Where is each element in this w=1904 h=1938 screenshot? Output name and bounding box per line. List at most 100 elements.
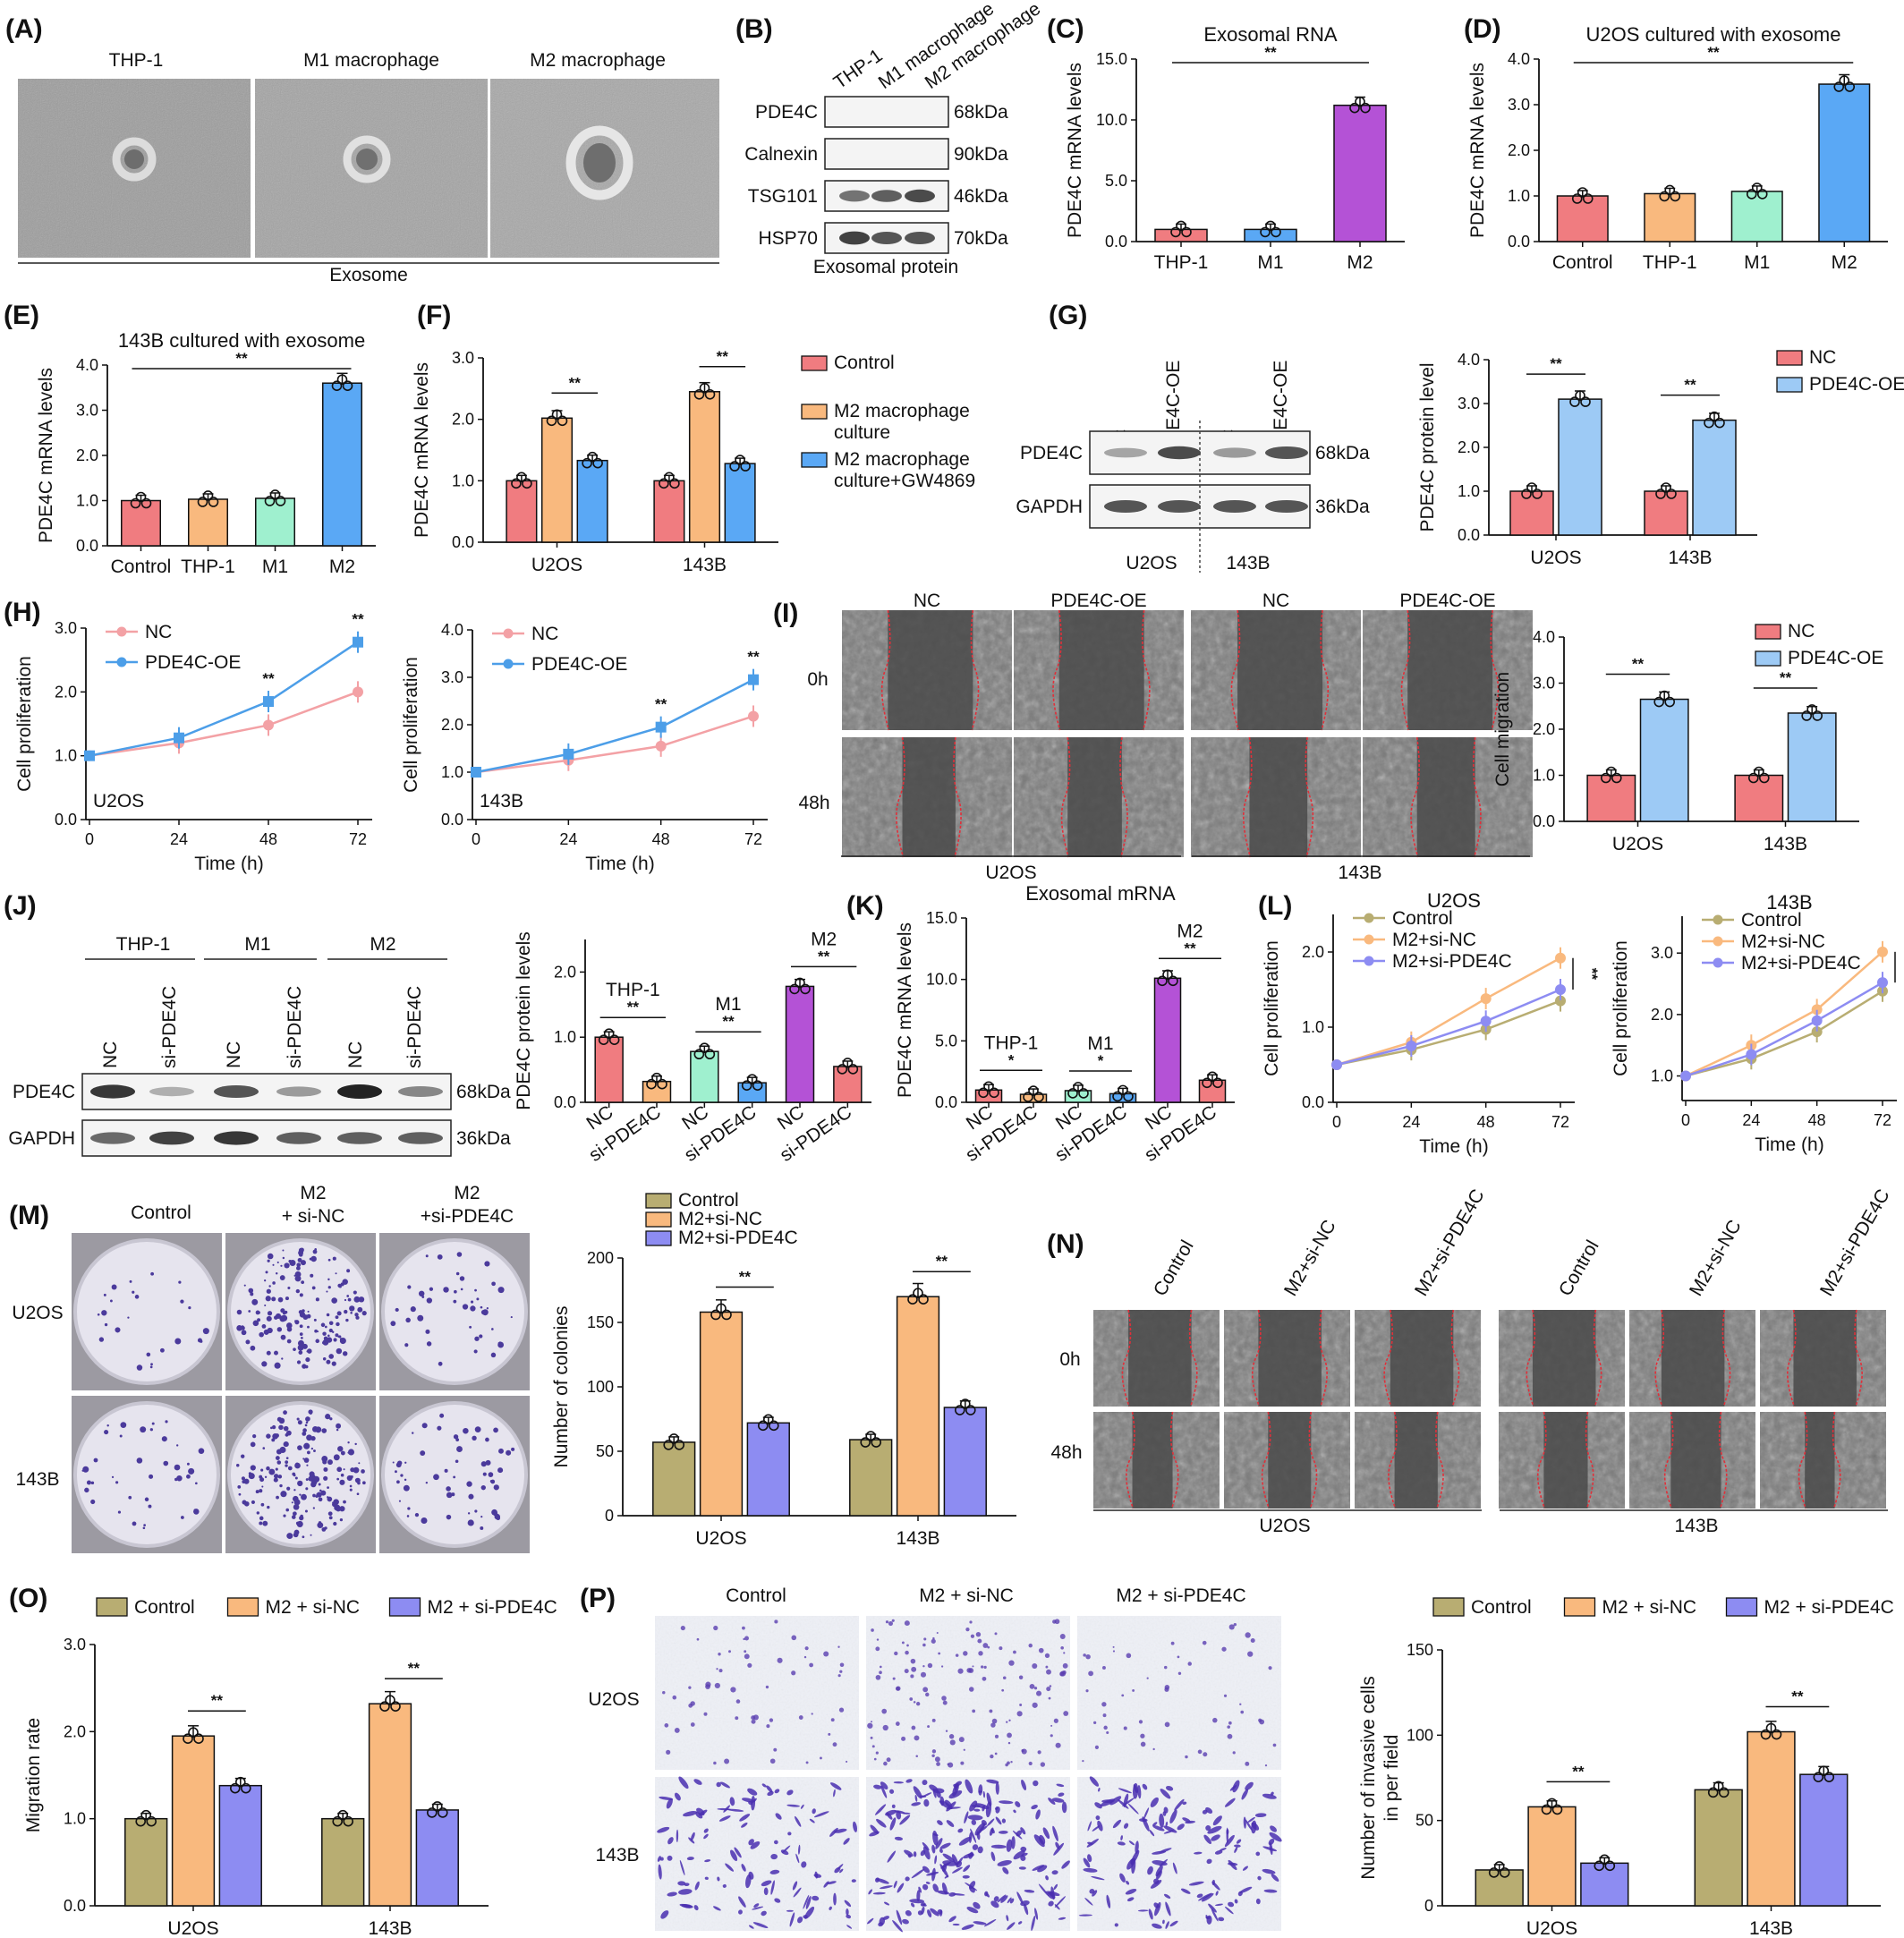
colony [325, 1414, 331, 1420]
colony [263, 1329, 269, 1335]
colony [111, 1475, 115, 1479]
legend-label: M2+si-NC [1392, 930, 1476, 950]
colony [444, 1468, 448, 1473]
bar [896, 1296, 940, 1517]
colony [309, 1410, 313, 1414]
colony [293, 1495, 299, 1502]
x-tick-label: M1 [262, 557, 288, 577]
data-point [1599, 1854, 1611, 1866]
colony [314, 1329, 318, 1333]
data-point [188, 1727, 199, 1738]
chart-l1: (L) U2OS 0.0 1.0 2.0 Cell proliferation 0 24 48 7… [1258, 889, 1601, 1157]
colony [482, 1472, 487, 1476]
x-tick-label: M1 [1257, 252, 1283, 273]
colony [318, 1483, 321, 1486]
colony [273, 1474, 279, 1479]
colony [117, 1510, 122, 1514]
lane-label: THP-1 [830, 45, 887, 93]
colony [451, 1492, 455, 1497]
colony [479, 1334, 483, 1339]
data-point [1659, 690, 1670, 701]
data-point [264, 496, 276, 506]
y-axis-label: PDE4C mRNA levels [36, 368, 56, 543]
x-tick-label: 143B [896, 1528, 939, 1549]
group-label: 143B [1674, 1516, 1718, 1536]
colony [490, 1352, 497, 1358]
colony [305, 1487, 309, 1491]
colony [283, 1514, 286, 1517]
colony [306, 1434, 312, 1441]
x-tick-label: M2 [329, 557, 355, 577]
col-label: + si-NC [282, 1206, 345, 1227]
colony [262, 1520, 268, 1526]
colony [285, 1508, 290, 1512]
colony [259, 1331, 264, 1338]
colony [491, 1281, 496, 1287]
lane-label: NC [345, 1041, 366, 1068]
wound-image [1224, 1309, 1350, 1407]
data-point [557, 415, 568, 427]
colony [119, 1434, 123, 1438]
tem-label-thp1: THP-1 [109, 50, 164, 71]
transwell-image [655, 1616, 859, 1770]
colony [241, 1325, 244, 1328]
legend-label: PDE4C-OE [145, 652, 241, 673]
colony [297, 1257, 302, 1262]
y-tick-label: 1.0 [1533, 767, 1555, 785]
colony [104, 1430, 109, 1435]
colony [329, 1417, 333, 1421]
data-point [353, 686, 363, 698]
bar [688, 391, 721, 543]
colony [267, 1259, 270, 1262]
colony [340, 1473, 344, 1477]
colony [292, 1511, 297, 1517]
colony [176, 1444, 179, 1447]
colony [286, 1322, 293, 1329]
data-point [197, 497, 208, 507]
legend-label: Control [834, 353, 895, 373]
exosome-vesicle [565, 125, 633, 200]
colony [425, 1254, 429, 1258]
row-label: U2OS [12, 1303, 63, 1323]
colony [411, 1432, 414, 1434]
colony [362, 1481, 366, 1485]
colony [356, 1492, 360, 1496]
series-line [1685, 982, 1883, 1077]
colony [321, 1527, 327, 1532]
colony [335, 1333, 339, 1338]
legend-label: M2+si-PDE4C [1392, 951, 1512, 972]
x-tick-label: U2OS [1526, 1918, 1577, 1938]
blot-band [1213, 500, 1256, 513]
colony [286, 1533, 293, 1540]
y-tick-label: 3.0 [452, 349, 474, 367]
group-label: M1 [1087, 1033, 1113, 1054]
colony [490, 1479, 496, 1484]
y-tick-label: 3.0 [1651, 944, 1673, 962]
series-line [1336, 999, 1561, 1067]
colony [295, 1265, 301, 1271]
legend-item: M2+si-NC [1353, 930, 1476, 950]
data-point [1604, 1860, 1616, 1872]
group-label: M2 [370, 934, 395, 955]
colony [484, 1261, 490, 1267]
data-point [1575, 390, 1585, 401]
colony [333, 1454, 340, 1461]
colony [404, 1478, 407, 1482]
colony [453, 1434, 459, 1440]
tem-label-m1: M1 macrophage [303, 50, 439, 71]
blot-band [214, 1131, 259, 1145]
y-tick-label: 0.0 [76, 537, 98, 555]
x-axis-label: Time (h) [1755, 1135, 1823, 1155]
colony [136, 1458, 143, 1464]
group-label: THP-1 [984, 1033, 1039, 1053]
legend-label: Control [678, 1190, 739, 1211]
colony [297, 1344, 304, 1351]
colony [303, 1345, 308, 1349]
colony [312, 1507, 316, 1509]
lane-label: si-PDE4C [285, 986, 305, 1068]
size-label: 90kDa [954, 144, 1008, 165]
data-point [795, 977, 805, 989]
colony [455, 1459, 459, 1464]
colony [310, 1273, 314, 1278]
colony [243, 1284, 246, 1287]
